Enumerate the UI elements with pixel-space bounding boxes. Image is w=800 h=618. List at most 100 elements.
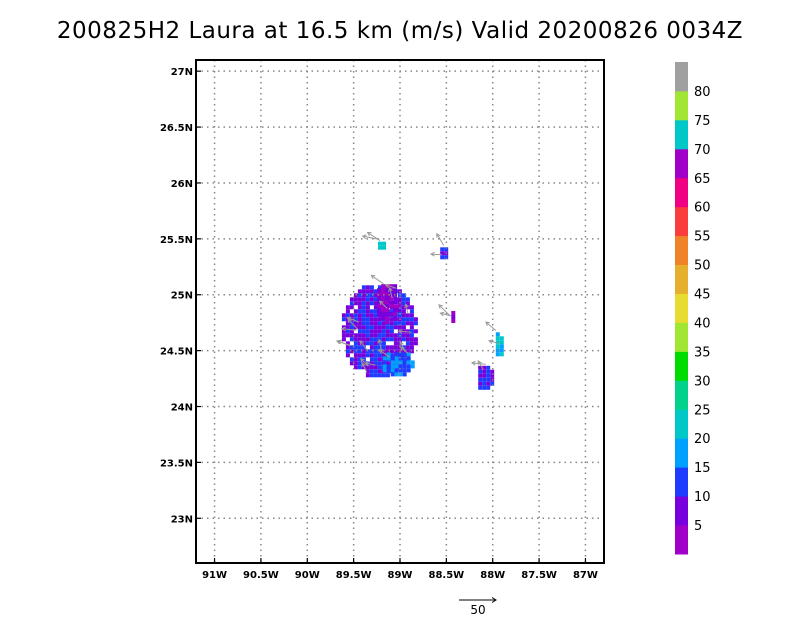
wind-vector	[361, 362, 368, 373]
echo-pixel	[361, 361, 366, 366]
echo-pixel	[377, 321, 382, 326]
echo-pixel	[377, 345, 382, 350]
echo-pixel	[478, 385, 483, 390]
echo-pixel	[401, 333, 406, 338]
echo-pixel	[361, 341, 366, 346]
echo-region-main-southeast	[382, 352, 415, 377]
echo-pixel	[369, 349, 374, 354]
echo-pixel	[369, 293, 374, 298]
colorbar-label: 25	[694, 403, 711, 418]
wind-vector-head	[436, 232, 441, 238]
echo-pixel	[382, 245, 386, 250]
echo-pixel	[357, 325, 362, 330]
echo-pixel	[373, 353, 378, 358]
echo-pixel	[377, 369, 382, 374]
echo-pixel	[361, 321, 366, 326]
wind-vector	[485, 321, 497, 331]
echo-pixel	[373, 293, 378, 298]
echo-pixel	[373, 313, 378, 318]
colorbar-label: 80	[694, 85, 711, 100]
wind-vector	[440, 312, 451, 317]
echo-pixel	[398, 360, 403, 365]
colorbar-label: 55	[694, 230, 711, 245]
echo-pixel	[405, 313, 410, 318]
echo-pixel	[382, 360, 387, 365]
echo-pixel	[406, 368, 411, 373]
wind-vector-head	[377, 338, 383, 344]
echo-pixel	[373, 349, 378, 354]
echo-pixel	[405, 337, 410, 342]
echo-pixel	[382, 356, 387, 361]
echo-pixel	[365, 321, 370, 326]
echo-pixel	[381, 353, 386, 358]
echo-pixel	[413, 321, 418, 326]
echo-pixel	[402, 364, 407, 369]
echo-pixel	[406, 364, 411, 369]
echo-pixel	[398, 364, 403, 369]
echo-pixel	[365, 317, 370, 322]
echo-pixel	[373, 321, 378, 326]
echo-pixel	[495, 336, 500, 341]
radar-echo-layer	[341, 241, 504, 390]
echo-pixel	[377, 325, 382, 330]
echo-pixel	[361, 285, 366, 290]
echo-pixel	[385, 320, 390, 325]
echo-pixel	[401, 317, 406, 322]
echo-pixel	[353, 321, 358, 326]
echo-pixel	[405, 341, 410, 346]
echo-pixel	[495, 348, 500, 353]
wind-vector-head	[361, 362, 366, 368]
reference-vector-label: 50	[470, 603, 485, 617]
y-tick-label: 24N	[171, 403, 193, 414]
echo-pixel	[349, 297, 354, 302]
echo-pixel	[353, 313, 358, 318]
echo-pixel	[365, 337, 370, 342]
echo-pixel	[349, 301, 354, 306]
echo-pixel	[409, 345, 414, 350]
echo-pixel	[353, 361, 358, 366]
echo-pixel	[373, 345, 378, 350]
echo-pixel	[365, 365, 370, 370]
echo-pixel	[398, 368, 403, 373]
echo-pixel	[401, 301, 406, 306]
x-tick-label: 90.5W	[243, 570, 279, 581]
echo-pixel	[389, 345, 394, 350]
colorbar-label: 65	[694, 172, 711, 187]
echo-pixel	[369, 357, 374, 362]
colorbar-swatch	[675, 525, 688, 555]
echo-pixel	[486, 369, 491, 374]
x-tick-label: 88.5W	[429, 570, 465, 581]
echo-pixel	[365, 329, 370, 334]
echo-pixel	[357, 321, 362, 326]
echo-pixel	[393, 312, 398, 317]
echo-pixel	[393, 284, 398, 289]
wind-vector	[471, 362, 486, 365]
wind-vector-head	[340, 326, 346, 332]
echo-pixel	[345, 325, 350, 330]
echo-pixel	[393, 325, 398, 330]
echo-pixel	[345, 345, 350, 350]
echo-pixel	[385, 329, 390, 334]
echo-pixel	[357, 297, 362, 302]
echo-pixel	[341, 317, 346, 322]
echo-pixel	[381, 333, 386, 338]
echo-pixel	[410, 360, 415, 365]
echo-pixel	[377, 300, 382, 305]
echo-pixel	[405, 297, 410, 302]
echo-pixel	[369, 329, 374, 334]
echo-pixel	[451, 311, 456, 315]
reference-vector: 50	[459, 597, 497, 617]
y-tick-label: 23.5N	[160, 458, 193, 469]
colorbar-swatch	[675, 467, 688, 497]
echo-pixel	[393, 316, 398, 321]
echo-pixel	[393, 349, 398, 354]
echo-pixel	[444, 247, 449, 252]
colorbar-swatch	[675, 235, 688, 265]
wind-vector	[371, 274, 384, 285]
echo-pixel	[478, 377, 483, 382]
echo-pixel	[349, 333, 354, 338]
wind-vector	[378, 349, 390, 358]
wind-vector	[347, 318, 359, 330]
echo-pixel	[451, 319, 456, 323]
echo-pixel	[353, 365, 358, 370]
